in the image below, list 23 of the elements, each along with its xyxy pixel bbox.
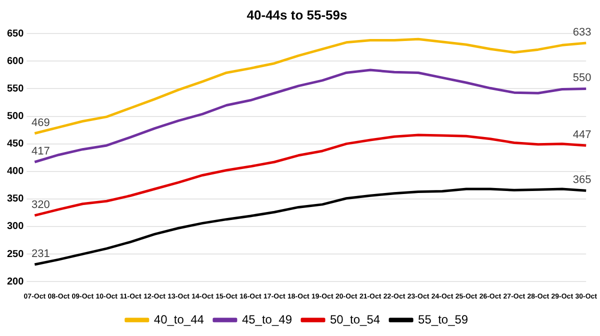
y-tick-label: 300 bbox=[6, 221, 24, 232]
y-tick-label: 350 bbox=[6, 194, 24, 205]
data-label: 417 bbox=[32, 146, 50, 158]
y-tick-label: 650 bbox=[6, 28, 24, 40]
legend-label: 55_to_59 bbox=[418, 312, 468, 326]
data-label: 550 bbox=[572, 72, 592, 84]
y-tick-label: 250 bbox=[6, 248, 24, 260]
y-tick-label: 500 bbox=[6, 111, 24, 122]
data-label: 633 bbox=[572, 26, 592, 38]
y-tick-label: 200 bbox=[6, 276, 24, 288]
data-label: 231 bbox=[32, 248, 50, 260]
y-tick-label: 550 bbox=[6, 83, 24, 94]
y-tick-label: 400 bbox=[6, 166, 24, 178]
data-label: 447 bbox=[572, 129, 592, 142]
data-label: 320 bbox=[32, 199, 50, 211]
data-label: 469 bbox=[32, 116, 50, 129]
legend-label: 40_to_44 bbox=[154, 312, 204, 326]
y-tick-label: 600 bbox=[6, 56, 24, 67]
data-label: 365 bbox=[572, 174, 592, 186]
chart-title: 40-44s to 55-59s bbox=[246, 7, 348, 22]
legend-label: 50_to_54 bbox=[330, 312, 380, 326]
y-tick-label: 450 bbox=[6, 138, 24, 150]
legend-label: 45_to_49 bbox=[242, 312, 292, 326]
